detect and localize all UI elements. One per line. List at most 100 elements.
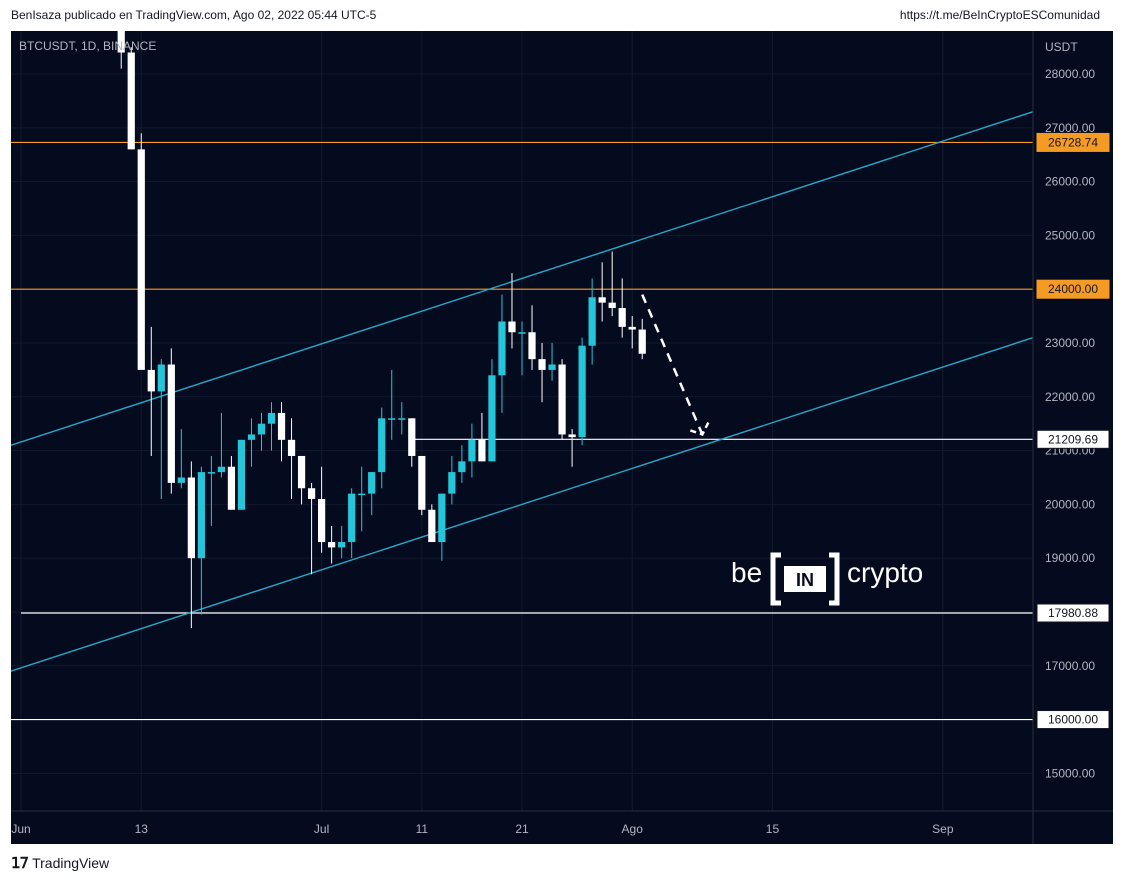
candle[interactable] — [538, 343, 546, 403]
channel-lower[interactable] — [11, 336, 1034, 672]
candle[interactable] — [518, 321, 526, 376]
candle[interactable] — [528, 305, 536, 370]
time-tick-label: Ago — [622, 822, 644, 836]
candle-body — [418, 455, 426, 510]
candle[interactable] — [358, 466, 366, 532]
candle[interactable] — [177, 429, 185, 489]
time-tick-label: Jul — [314, 822, 329, 836]
candle[interactable] — [428, 504, 436, 543]
candle-body — [287, 439, 296, 456]
candle[interactable] — [638, 318, 646, 360]
candle[interactable] — [287, 418, 296, 499]
candle[interactable] — [187, 461, 195, 629]
tradingview-logo-icon: 𝟣𝟩 — [11, 855, 29, 872]
candle[interactable] — [157, 359, 165, 499]
watermark-crypto: crypto — [847, 557, 923, 588]
candlestick-chart[interactable]: be IN crypto 15000.0016000.0017000.00180… — [11, 31, 1113, 844]
candle[interactable] — [578, 337, 586, 446]
candle[interactable] — [608, 251, 616, 317]
candle[interactable] — [297, 455, 306, 505]
price-tick-label: 23000.00 — [1045, 336, 1095, 350]
candle-body — [358, 493, 366, 496]
channel-upper[interactable] — [11, 111, 1034, 446]
white-support-mid-label: 21209.69 — [1048, 432, 1098, 446]
orange-resistance-lower-label: 24000.00 — [1048, 282, 1098, 296]
candle[interactable] — [378, 407, 386, 489]
chart-panel[interactable]: be IN crypto 15000.0016000.0017000.00180… — [11, 31, 1113, 844]
community-link[interactable]: https://t.me/BeInCryptoESComunidad — [899, 8, 1100, 22]
price-tick-label: 26000.00 — [1045, 175, 1095, 189]
candle-body — [368, 472, 376, 494]
price-tick-label: 15000.00 — [1045, 766, 1095, 780]
candle-body — [348, 493, 356, 543]
symbol-label: BTCUSDT, 1D, BINANCE — [19, 39, 156, 53]
candle-body — [488, 375, 496, 462]
candle-body — [528, 332, 536, 360]
candle[interactable] — [328, 525, 336, 564]
candle[interactable] — [618, 278, 626, 338]
candle-body — [608, 302, 616, 309]
candle[interactable] — [147, 326, 155, 456]
candle[interactable] — [348, 488, 356, 559]
candle[interactable] — [257, 412, 266, 451]
orange-resistance-upper-label-box — [1036, 132, 1110, 152]
candle-body — [628, 326, 636, 330]
candle-body — [167, 364, 175, 483]
candle[interactable] — [458, 445, 466, 483]
candle[interactable] — [398, 402, 406, 435]
candle[interactable] — [368, 472, 376, 516]
candle[interactable] — [388, 369, 396, 440]
candle-body — [408, 418, 416, 456]
candle[interactable] — [588, 278, 596, 365]
candle[interactable] — [127, 47, 135, 150]
candle[interactable] — [197, 466, 205, 615]
candle[interactable] — [548, 343, 556, 381]
candle[interactable] — [137, 133, 145, 370]
candle[interactable] — [217, 412, 226, 478]
candle[interactable] — [237, 439, 246, 510]
candle[interactable] — [227, 455, 236, 510]
candle[interactable] — [277, 402, 286, 462]
candle[interactable] — [488, 359, 496, 462]
candle[interactable] — [568, 429, 576, 467]
candle[interactable] — [558, 359, 566, 440]
candle-body — [498, 321, 506, 376]
candle-body — [638, 329, 646, 354]
candle-body — [207, 472, 215, 474]
candle[interactable] — [318, 466, 326, 553]
candle-body — [137, 149, 145, 370]
candle-body — [177, 477, 185, 483]
candle[interactable] — [448, 455, 456, 505]
white-support-bottom-label: 16000.00 — [1048, 713, 1098, 727]
candle-body — [307, 488, 316, 499]
candle[interactable] — [338, 525, 346, 559]
candle-body — [588, 297, 596, 346]
candle[interactable] — [167, 348, 175, 494]
candle[interactable] — [117, 31, 125, 69]
white-support-low-label-box — [1036, 603, 1110, 623]
candle[interactable] — [247, 418, 256, 467]
candle[interactable] — [307, 482, 316, 575]
candle-body — [578, 345, 586, 438]
price-tick-label: 20000.00 — [1045, 497, 1095, 511]
candle[interactable] — [508, 273, 516, 349]
candle[interactable] — [267, 402, 276, 451]
candle-body — [147, 369, 155, 392]
candle[interactable] — [478, 412, 486, 462]
candle[interactable] — [628, 316, 636, 349]
grid-layer — [11, 31, 1033, 811]
candle-body — [247, 434, 256, 440]
candle[interactable] — [438, 493, 446, 561]
candle[interactable] — [207, 455, 215, 526]
candle[interactable] — [498, 294, 506, 413]
candle[interactable] — [468, 423, 476, 478]
candle[interactable] — [408, 418, 416, 467]
candle-body — [598, 297, 606, 303]
candle-body — [468, 439, 476, 462]
price-tick-label: 17000.00 — [1045, 659, 1095, 673]
candle[interactable] — [418, 455, 426, 516]
candle-body — [558, 364, 566, 435]
white-support-low-label: 17980.88 — [1048, 606, 1098, 620]
candle[interactable] — [598, 262, 606, 322]
dashed-projection-arrow[interactable] — [641, 294, 704, 435]
